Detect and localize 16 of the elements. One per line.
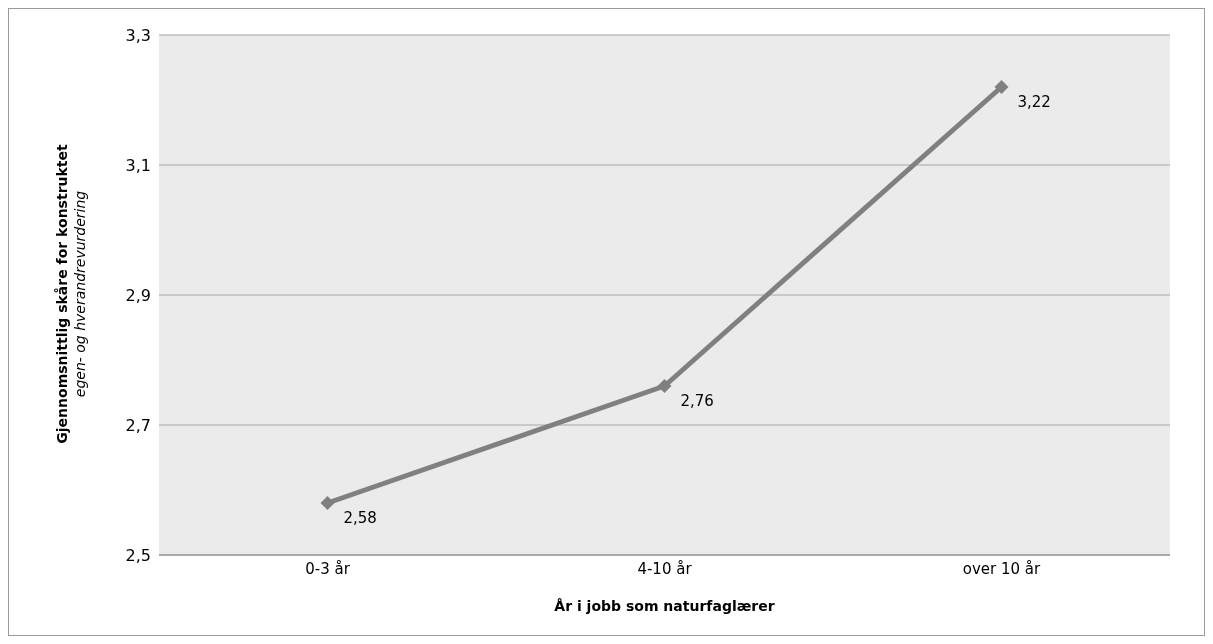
y-axis-title: Gjennomsnittlig skåre for konstruktet egen- og hverandrevurdering: [54, 144, 88, 444]
data-label: 3,22: [1017, 93, 1051, 111]
data-label: 2,76: [680, 392, 714, 410]
x-tick-label: 4-10 år: [637, 559, 693, 578]
y-tick-label: 3,3: [125, 25, 151, 45]
point: [657, 379, 672, 393]
y-tick-label: 2,9: [125, 285, 151, 305]
y-tick-label: 3,1: [125, 155, 151, 175]
data-label: 2,58: [343, 509, 377, 527]
x-axis-title: År i jobb som naturfaglærer: [554, 598, 775, 614]
x-tick-label: over 10 år: [962, 559, 1042, 578]
y-tick-label: 2,7: [125, 415, 151, 435]
point: [994, 80, 1009, 94]
point: [320, 496, 335, 510]
y-tick-label: 2,5: [125, 545, 151, 565]
x-tick-label: 0-3 år: [305, 559, 351, 578]
